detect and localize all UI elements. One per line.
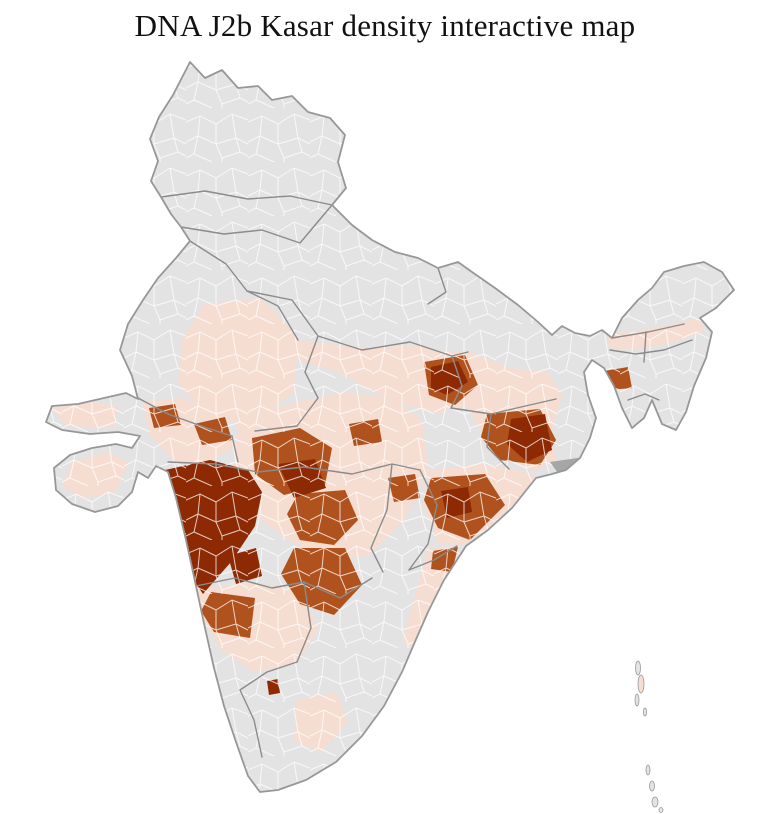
state-border-line [137,397,239,463]
state-border-line [611,323,685,339]
state-border-line [408,545,458,571]
state-border-line [643,331,647,363]
state-border-line [450,355,463,409]
state-border-line [627,393,660,401]
state-border-line [317,335,469,357]
state-border-line [609,339,693,355]
state-border-line [303,577,373,599]
island[interactable] [658,807,664,813]
island[interactable] [649,780,655,792]
state-border-line [180,204,333,244]
page-title: DNA J2b Kasar density interactive map [134,8,636,43]
state-border-line [408,469,438,571]
island[interactable] [651,796,659,808]
state-border-line [195,577,305,589]
state-border-line [246,290,319,337]
state-border-line [189,240,248,292]
state-borders [137,190,693,758]
andaman-nicobar-islands[interactable] [634,660,664,813]
state-border-line [239,661,298,691]
state-border-line [486,413,510,470]
state-border-line [296,581,312,663]
island[interactable] [645,764,651,776]
island[interactable] [634,693,640,707]
state-border-line [239,689,263,758]
state-border-line [254,335,319,432]
state-border-line [427,267,447,305]
district-borders-texture [46,62,734,792]
state-border-line [450,398,557,415]
island[interactable] [643,707,647,717]
island[interactable] [637,674,645,694]
state-border-line [246,290,299,341]
state-border-line [370,463,393,573]
state-border-line [160,190,333,206]
island[interactable] [635,660,641,676]
